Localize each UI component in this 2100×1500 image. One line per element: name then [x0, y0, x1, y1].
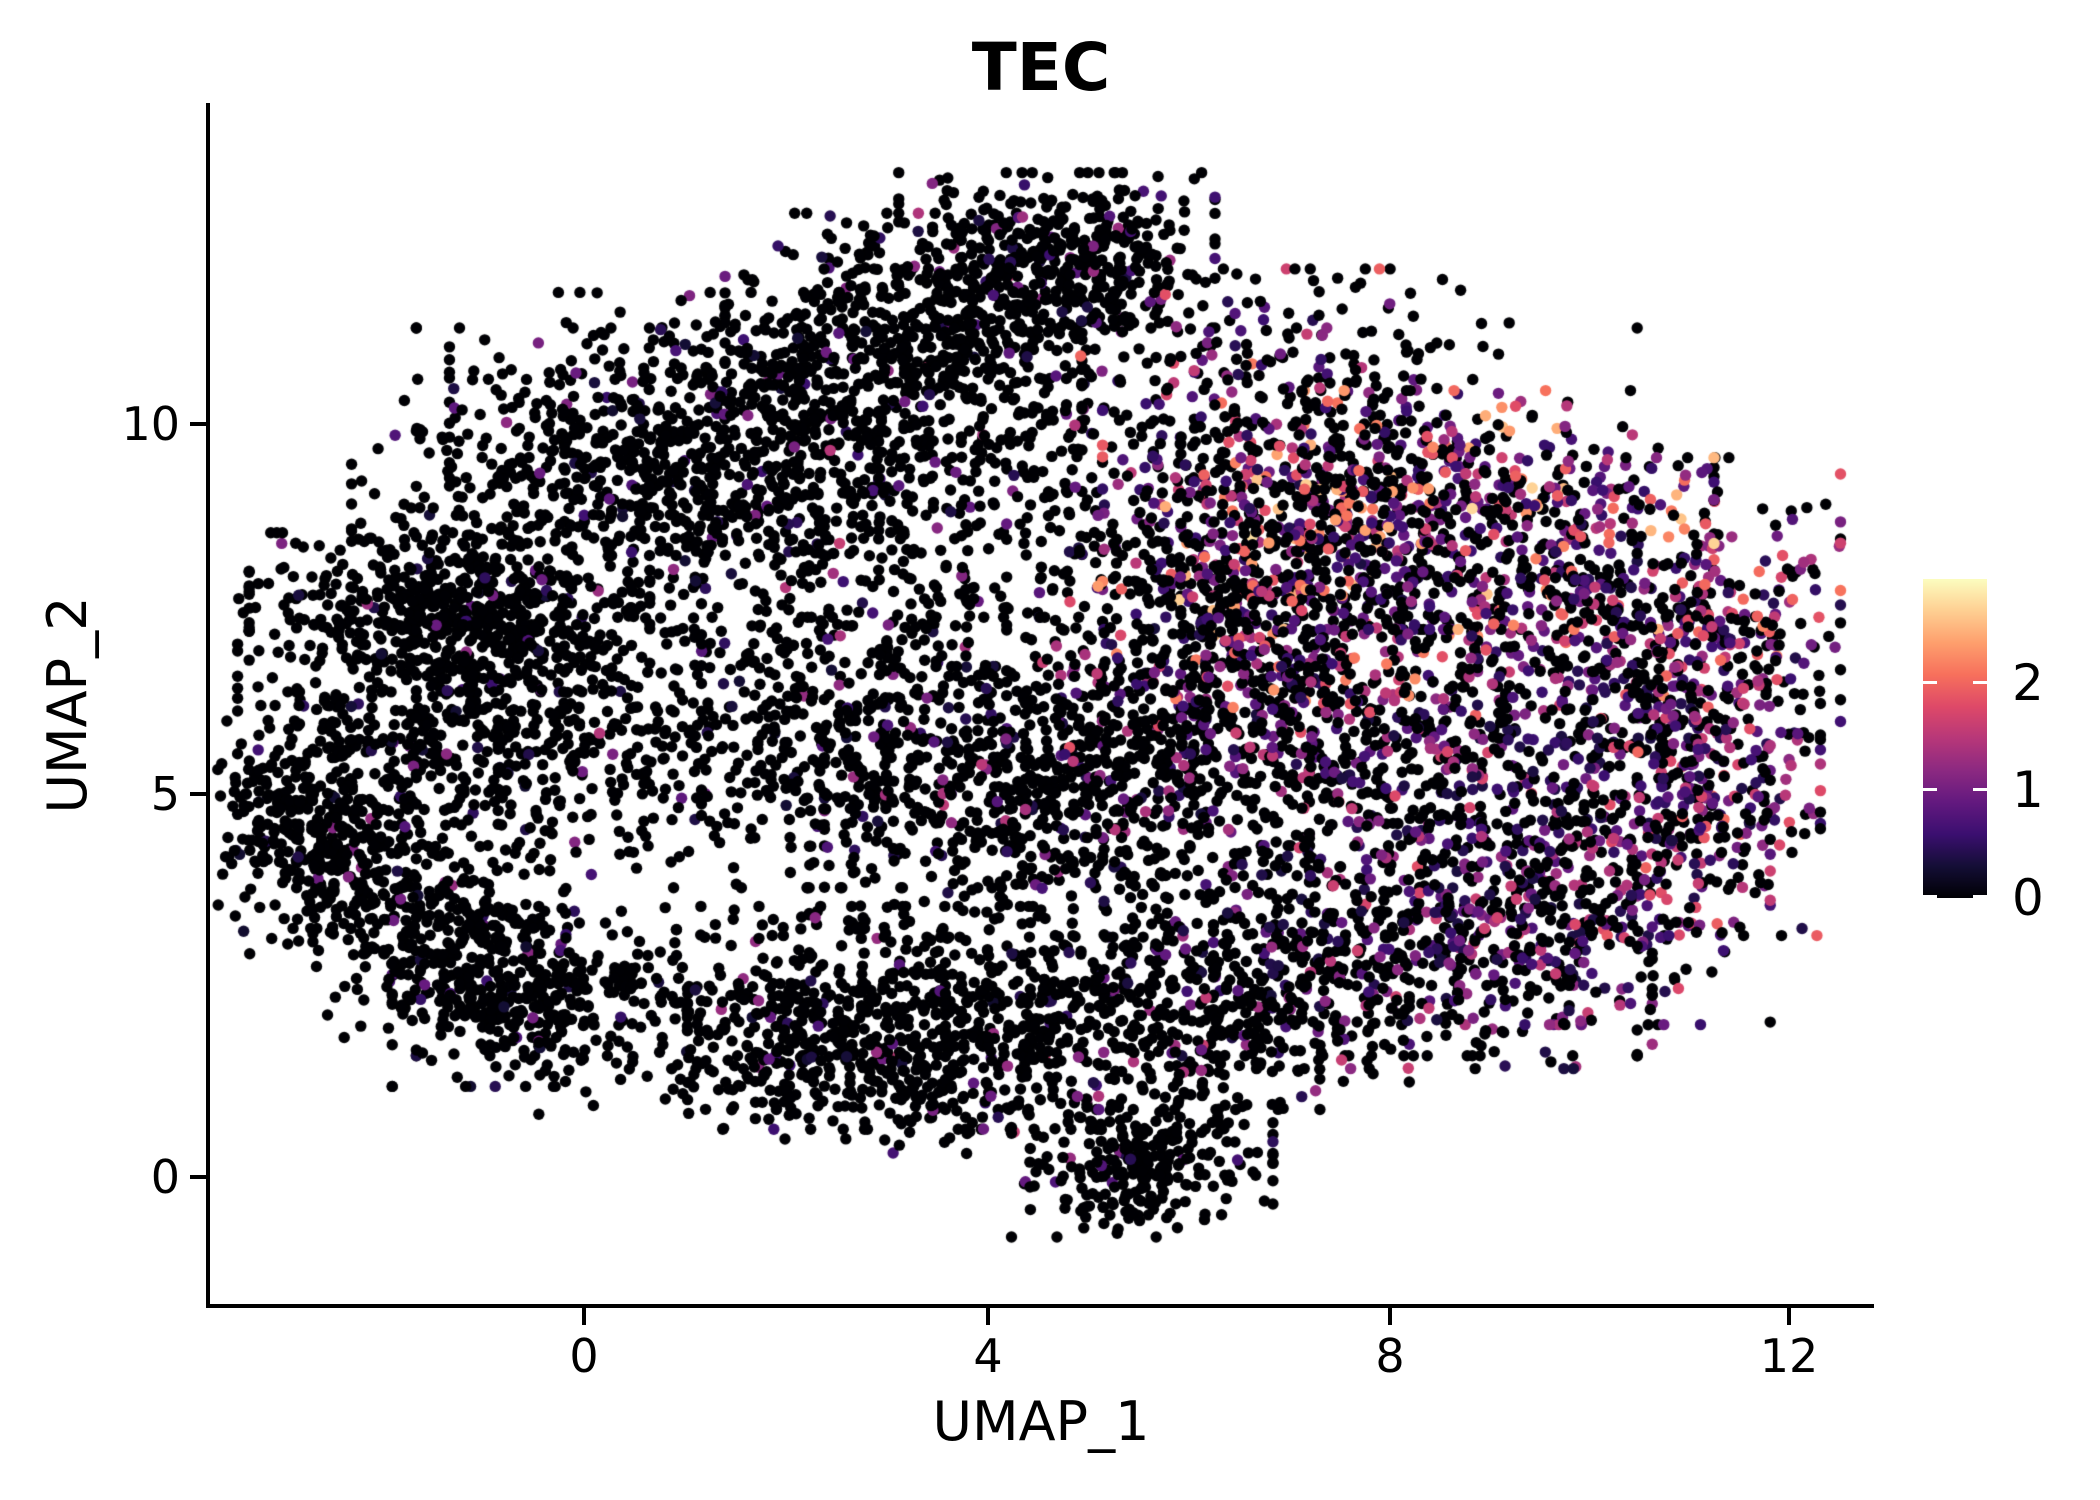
x-tick-mark-8 — [1388, 1308, 1392, 1325]
y-axis-line — [206, 103, 210, 1308]
x-axis-label: UMAP_1 — [932, 1390, 1150, 1453]
colorbar-tick-1-left — [1923, 788, 1937, 791]
colorbar-tick-0-right — [1973, 895, 1987, 898]
colorbar-label-1: 1 — [2012, 761, 2044, 819]
x-tick-mark-12 — [1787, 1308, 1791, 1325]
y-tick-mark-5 — [190, 792, 207, 796]
colorbar-tick-2-left — [1923, 681, 1937, 684]
y-tick-label-10: 10 — [121, 397, 180, 451]
x-tick-mark-0 — [582, 1308, 586, 1325]
x-tick-label-12: 12 — [1759, 1329, 1819, 1383]
y-tick-mark-0 — [190, 1175, 207, 1179]
y-axis-label: UMAP_2 — [36, 596, 99, 814]
y-tick-label-0: 0 — [150, 1150, 180, 1204]
x-tick-label-4: 4 — [973, 1329, 1003, 1383]
x-tick-label-8: 8 — [1375, 1329, 1405, 1383]
x-axis-line — [206, 1304, 1874, 1308]
colorbar-tick-2-right — [1973, 681, 1987, 684]
y-tick-label-5: 5 — [150, 767, 180, 821]
x-tick-label-0: 0 — [569, 1329, 599, 1383]
colorbar-label-2: 2 — [2012, 654, 2044, 712]
y-tick-mark-10 — [190, 422, 207, 426]
colorbar-tick-1-right — [1973, 788, 1987, 791]
colorbar-tick-0-left — [1923, 895, 1937, 898]
colorbar-gradient — [1923, 579, 1987, 898]
colorbar-label-0: 0 — [2012, 869, 2044, 927]
x-tick-mark-4 — [986, 1308, 990, 1325]
plot-title: TEC — [971, 29, 1111, 106]
